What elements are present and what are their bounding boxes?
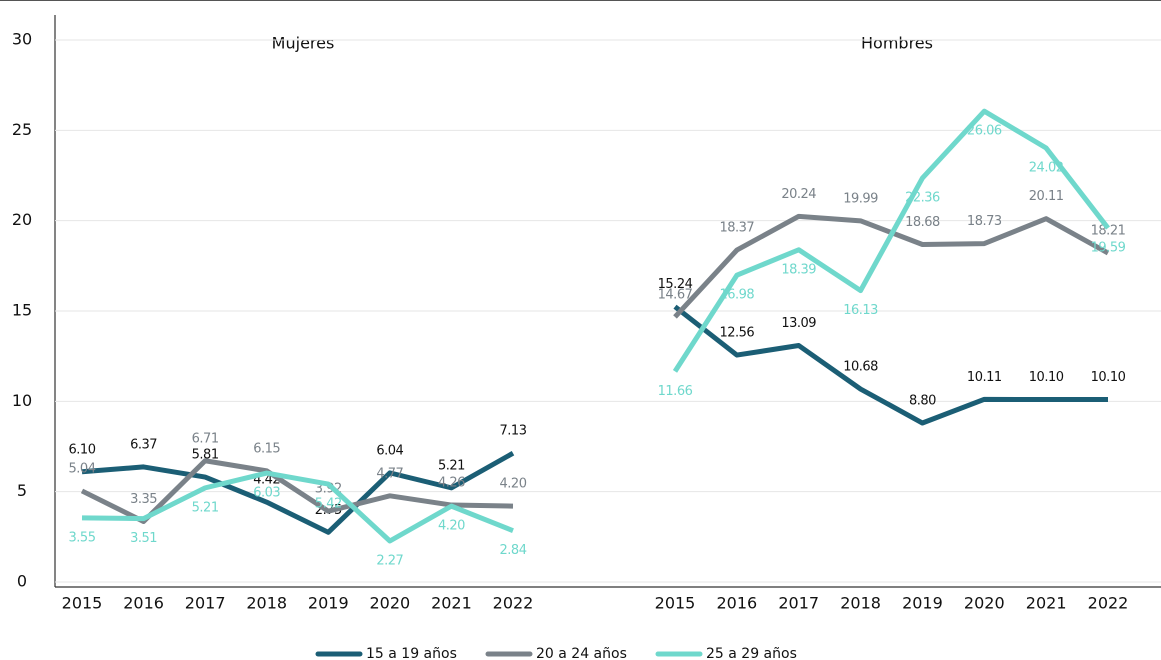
- x-tick-label: 2022: [493, 594, 534, 613]
- value-label: 5.21: [438, 458, 465, 473]
- value-label: 12.56: [719, 326, 754, 341]
- series-line: [81, 470, 514, 544]
- value-label: 6.71: [192, 431, 219, 446]
- x-tick-label: 2015: [655, 594, 696, 613]
- value-label: 4.77: [376, 466, 403, 481]
- value-label: 19.59: [1091, 241, 1126, 256]
- value-label: 26.06: [967, 124, 1002, 139]
- value-label: 18.37: [719, 221, 754, 236]
- value-label: 6.04: [376, 443, 403, 458]
- x-tick-label: 2017: [185, 594, 226, 613]
- value-label: 5.21: [192, 500, 219, 515]
- value-label: 8.80: [909, 394, 936, 409]
- value-label: 6.15: [253, 441, 280, 456]
- value-label: 10.10: [1091, 370, 1126, 385]
- value-label: 2.84: [500, 543, 527, 558]
- series-line: [81, 451, 515, 535]
- value-label: 2.27: [376, 553, 403, 568]
- y-tick-label: 10: [12, 391, 32, 410]
- value-label: 16.98: [719, 288, 754, 303]
- x-tick-label: 2016: [123, 594, 164, 613]
- value-label: 4.20: [438, 519, 465, 534]
- y-tick-label: 15: [12, 301, 32, 320]
- legend-label: 25 a 29 años: [706, 646, 797, 660]
- value-label: 3.51: [130, 531, 157, 546]
- value-label: 14.67: [658, 287, 693, 302]
- value-label: 18.39: [781, 262, 816, 277]
- x-tick-label: 2020: [964, 594, 1005, 613]
- value-label: 3.35: [130, 492, 157, 507]
- value-label: 6.03: [253, 486, 280, 501]
- x-tick-label: 2022: [1088, 594, 1129, 613]
- value-label: 16.13: [843, 303, 878, 318]
- value-label: 15.24: [658, 277, 693, 292]
- y-tick-label: 30: [12, 30, 32, 49]
- x-tick-label: 2015: [62, 594, 103, 613]
- value-label: 4.26: [438, 476, 465, 491]
- value-label: 10.10: [1029, 370, 1064, 385]
- value-label: 7.13: [500, 424, 527, 439]
- value-label: 10.11: [967, 370, 1002, 385]
- x-tick-label: 2019: [902, 594, 943, 613]
- value-label: 5.42: [315, 497, 342, 512]
- value-label: 6.10: [69, 442, 96, 457]
- x-tick-label: 2016: [716, 594, 757, 613]
- value-label: 11.66: [658, 384, 693, 399]
- y-tick-label: 0: [17, 572, 27, 591]
- y-tick-label: 5: [17, 481, 27, 500]
- y-tick-label: 20: [12, 210, 32, 229]
- x-tick-label: 2018: [840, 594, 881, 613]
- x-tick-label: 2021: [431, 594, 472, 613]
- value-label: 5.81: [192, 448, 219, 463]
- value-label: 13.09: [781, 316, 816, 331]
- series-line: [673, 304, 1108, 426]
- value-label: 18.68: [905, 215, 940, 230]
- value-label: 20.11: [1029, 189, 1064, 204]
- value-label: 24.02: [1029, 161, 1064, 176]
- x-tick-label: 2021: [1026, 594, 1067, 613]
- legend-label: 15 a 19 años: [366, 646, 457, 660]
- x-tick-label: 2017: [778, 594, 819, 613]
- value-label: 19.99: [843, 191, 878, 206]
- value-label: 22.36: [905, 191, 940, 206]
- series-line: [672, 108, 1110, 373]
- value-label: 6.37: [130, 437, 157, 452]
- panel-title: Hombres: [861, 34, 933, 53]
- value-label: 4.20: [500, 477, 527, 492]
- y-tick-label: 25: [12, 120, 32, 139]
- value-label: 3.55: [69, 530, 96, 545]
- panel-title: Mujeres: [272, 34, 335, 53]
- value-label: 5.04: [69, 461, 96, 476]
- x-tick-label: 2018: [246, 594, 287, 613]
- legend-label: 20 a 24 años: [536, 646, 627, 660]
- value-label: 10.68: [843, 360, 878, 375]
- value-label: 20.24: [781, 187, 816, 202]
- value-label: 18.21: [1091, 224, 1126, 239]
- x-tick-label: 2019: [308, 594, 349, 613]
- value-label: 18.73: [967, 214, 1002, 229]
- x-tick-label: 2020: [369, 594, 410, 613]
